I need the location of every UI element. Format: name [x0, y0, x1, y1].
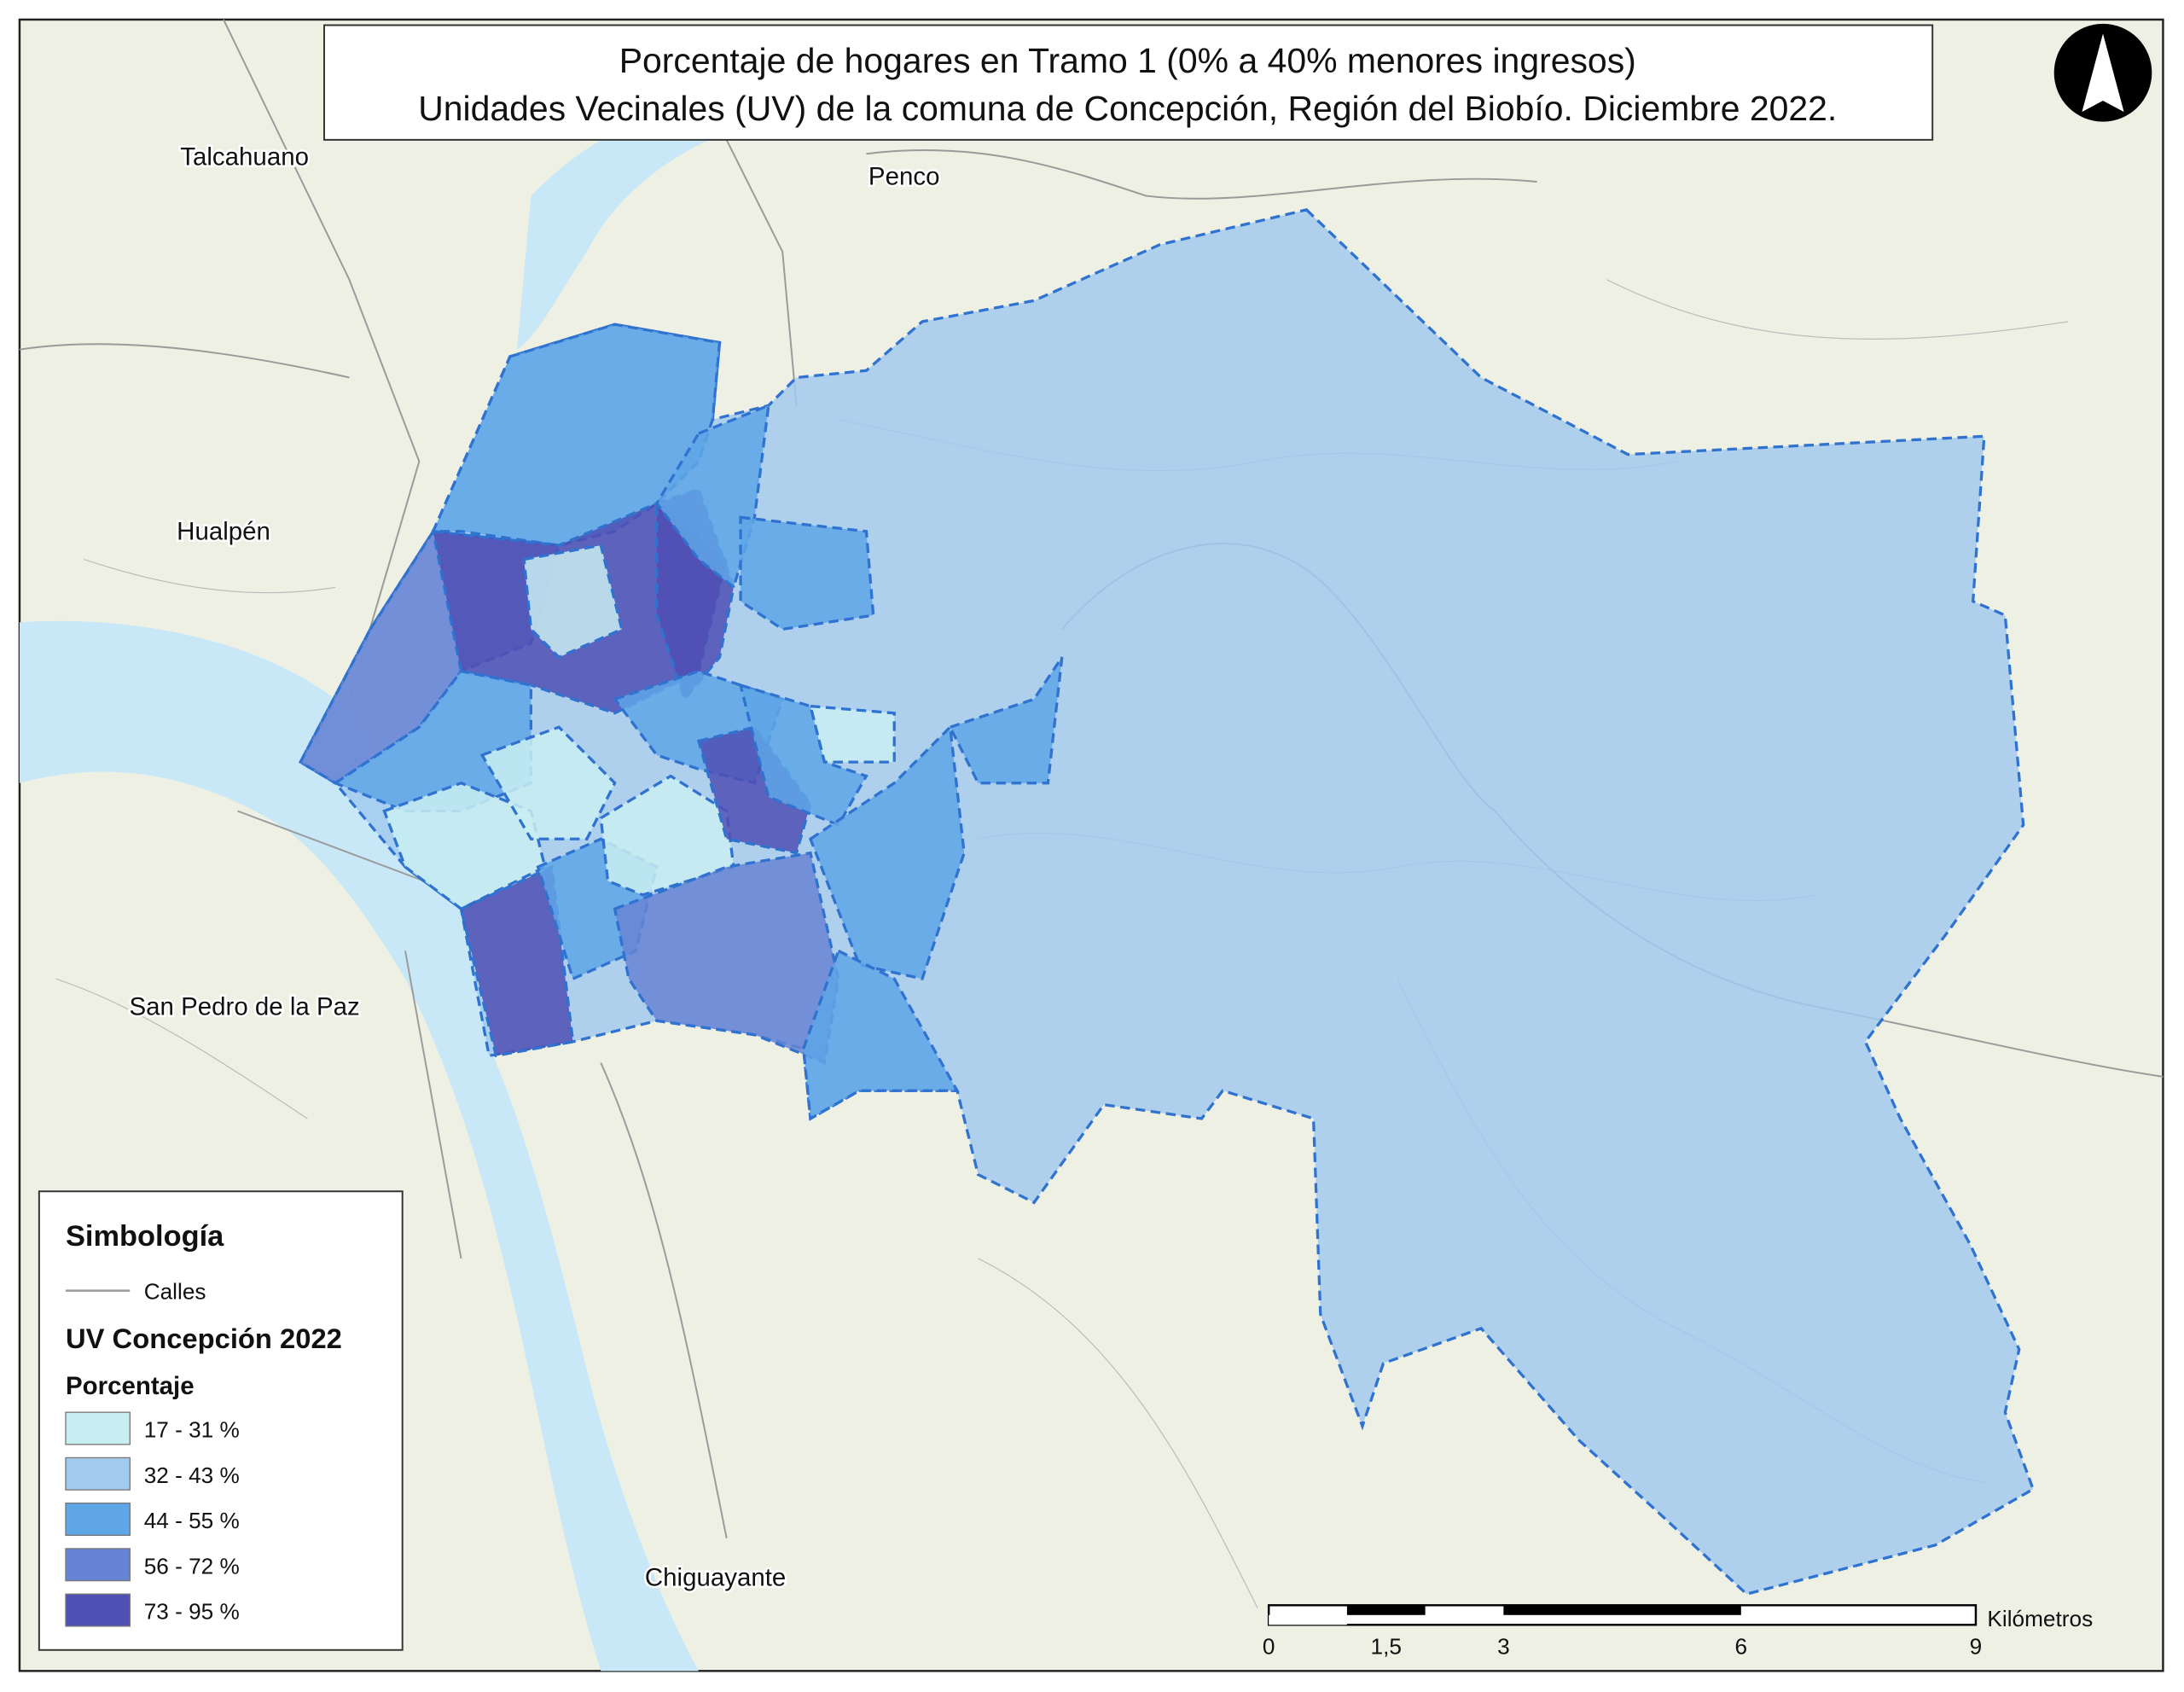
legend-field: Porcentaje — [66, 1372, 195, 1400]
place-labels: Talcahuano Penco Hualpén San Pedro de la Pa… — [127, 141, 942, 1594]
legend-swatch — [65, 1548, 131, 1582]
north-arrow — [2053, 23, 2152, 122]
legend-layer: UV Concepción 2022 — [66, 1323, 342, 1354]
legend-label: 32 - 43 % — [144, 1462, 240, 1488]
legend-label: 73 - 95 % — [144, 1599, 240, 1625]
legend-swatch — [65, 1457, 131, 1491]
scale-unit: Kilómetros — [1987, 1606, 2093, 1631]
legend-swatch — [65, 1411, 131, 1445]
title-box — [323, 24, 1934, 141]
map-subtitle: Unidades Vecinales (UV) de la comuna de … — [418, 89, 1837, 128]
legend-label: 17 - 31 % — [144, 1417, 240, 1443]
scale-label: 1,5 — [1371, 1634, 1402, 1660]
legend-label: 56 - 72 % — [144, 1553, 240, 1579]
scale-label: 9 — [1970, 1634, 1983, 1660]
map-title: Porcentaje de hogares en Tramo 1 (0% a 4… — [619, 41, 1636, 80]
place-label: Talcahuano — [180, 142, 309, 171]
legend-title: Simbología — [66, 1220, 224, 1253]
scale-label: 6 — [1735, 1634, 1748, 1660]
legend-swatch — [65, 1593, 131, 1627]
scale-label: 3 — [1497, 1634, 1510, 1660]
scale-label: 0 — [1263, 1634, 1275, 1660]
legend-swatch — [65, 1503, 131, 1537]
water — [19, 620, 699, 1672]
neighborhood-units — [298, 208, 2036, 1596]
place-label: San Pedro de la Paz — [130, 993, 360, 1021]
legend-classes: 17 - 31 % 32 - 43 % 44 - 55 % 56 - 72 % 73 -… — [65, 1411, 240, 1627]
legend-label: Calles — [144, 1278, 206, 1304]
legend-label: 44 - 55 % — [144, 1508, 240, 1533]
place-label: Chiguayante — [645, 1563, 786, 1591]
place-label: Penco — [868, 162, 940, 190]
place-label: Hualpén — [177, 518, 270, 546]
